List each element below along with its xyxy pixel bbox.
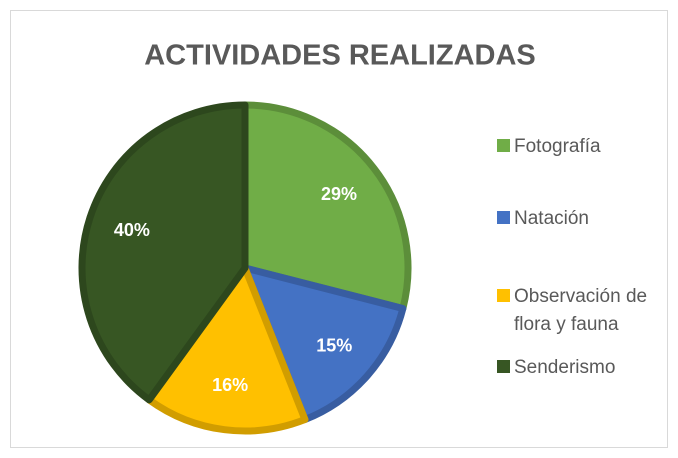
legend-label: Fotografía [514, 136, 601, 157]
legend-item: Fotografía [497, 133, 677, 161]
data-label: 15% [316, 335, 352, 355]
data-label: 40% [114, 220, 150, 240]
pie-slice [241, 101, 412, 313]
legend-item: Natación [497, 205, 677, 233]
pie-slice [78, 101, 249, 404]
legend-label: Senderismo [514, 357, 616, 378]
legend-item: Senderismo [497, 354, 677, 382]
legend-swatch [497, 139, 510, 152]
pie-slice [241, 264, 407, 424]
data-label: 29% [321, 184, 357, 204]
legend-swatch [497, 289, 510, 302]
legend-item: Observación de flora y fauna [497, 283, 677, 339]
data-label: 16% [212, 375, 248, 395]
legend-swatch [497, 360, 510, 373]
pie-slice [145, 264, 309, 435]
legend-label: Natación [514, 208, 589, 229]
legend-label: Observación de flora y fauna [514, 286, 648, 335]
chart-title: ACTIVIDADES REALIZADAS [144, 40, 536, 72]
legend-swatch [497, 211, 510, 224]
